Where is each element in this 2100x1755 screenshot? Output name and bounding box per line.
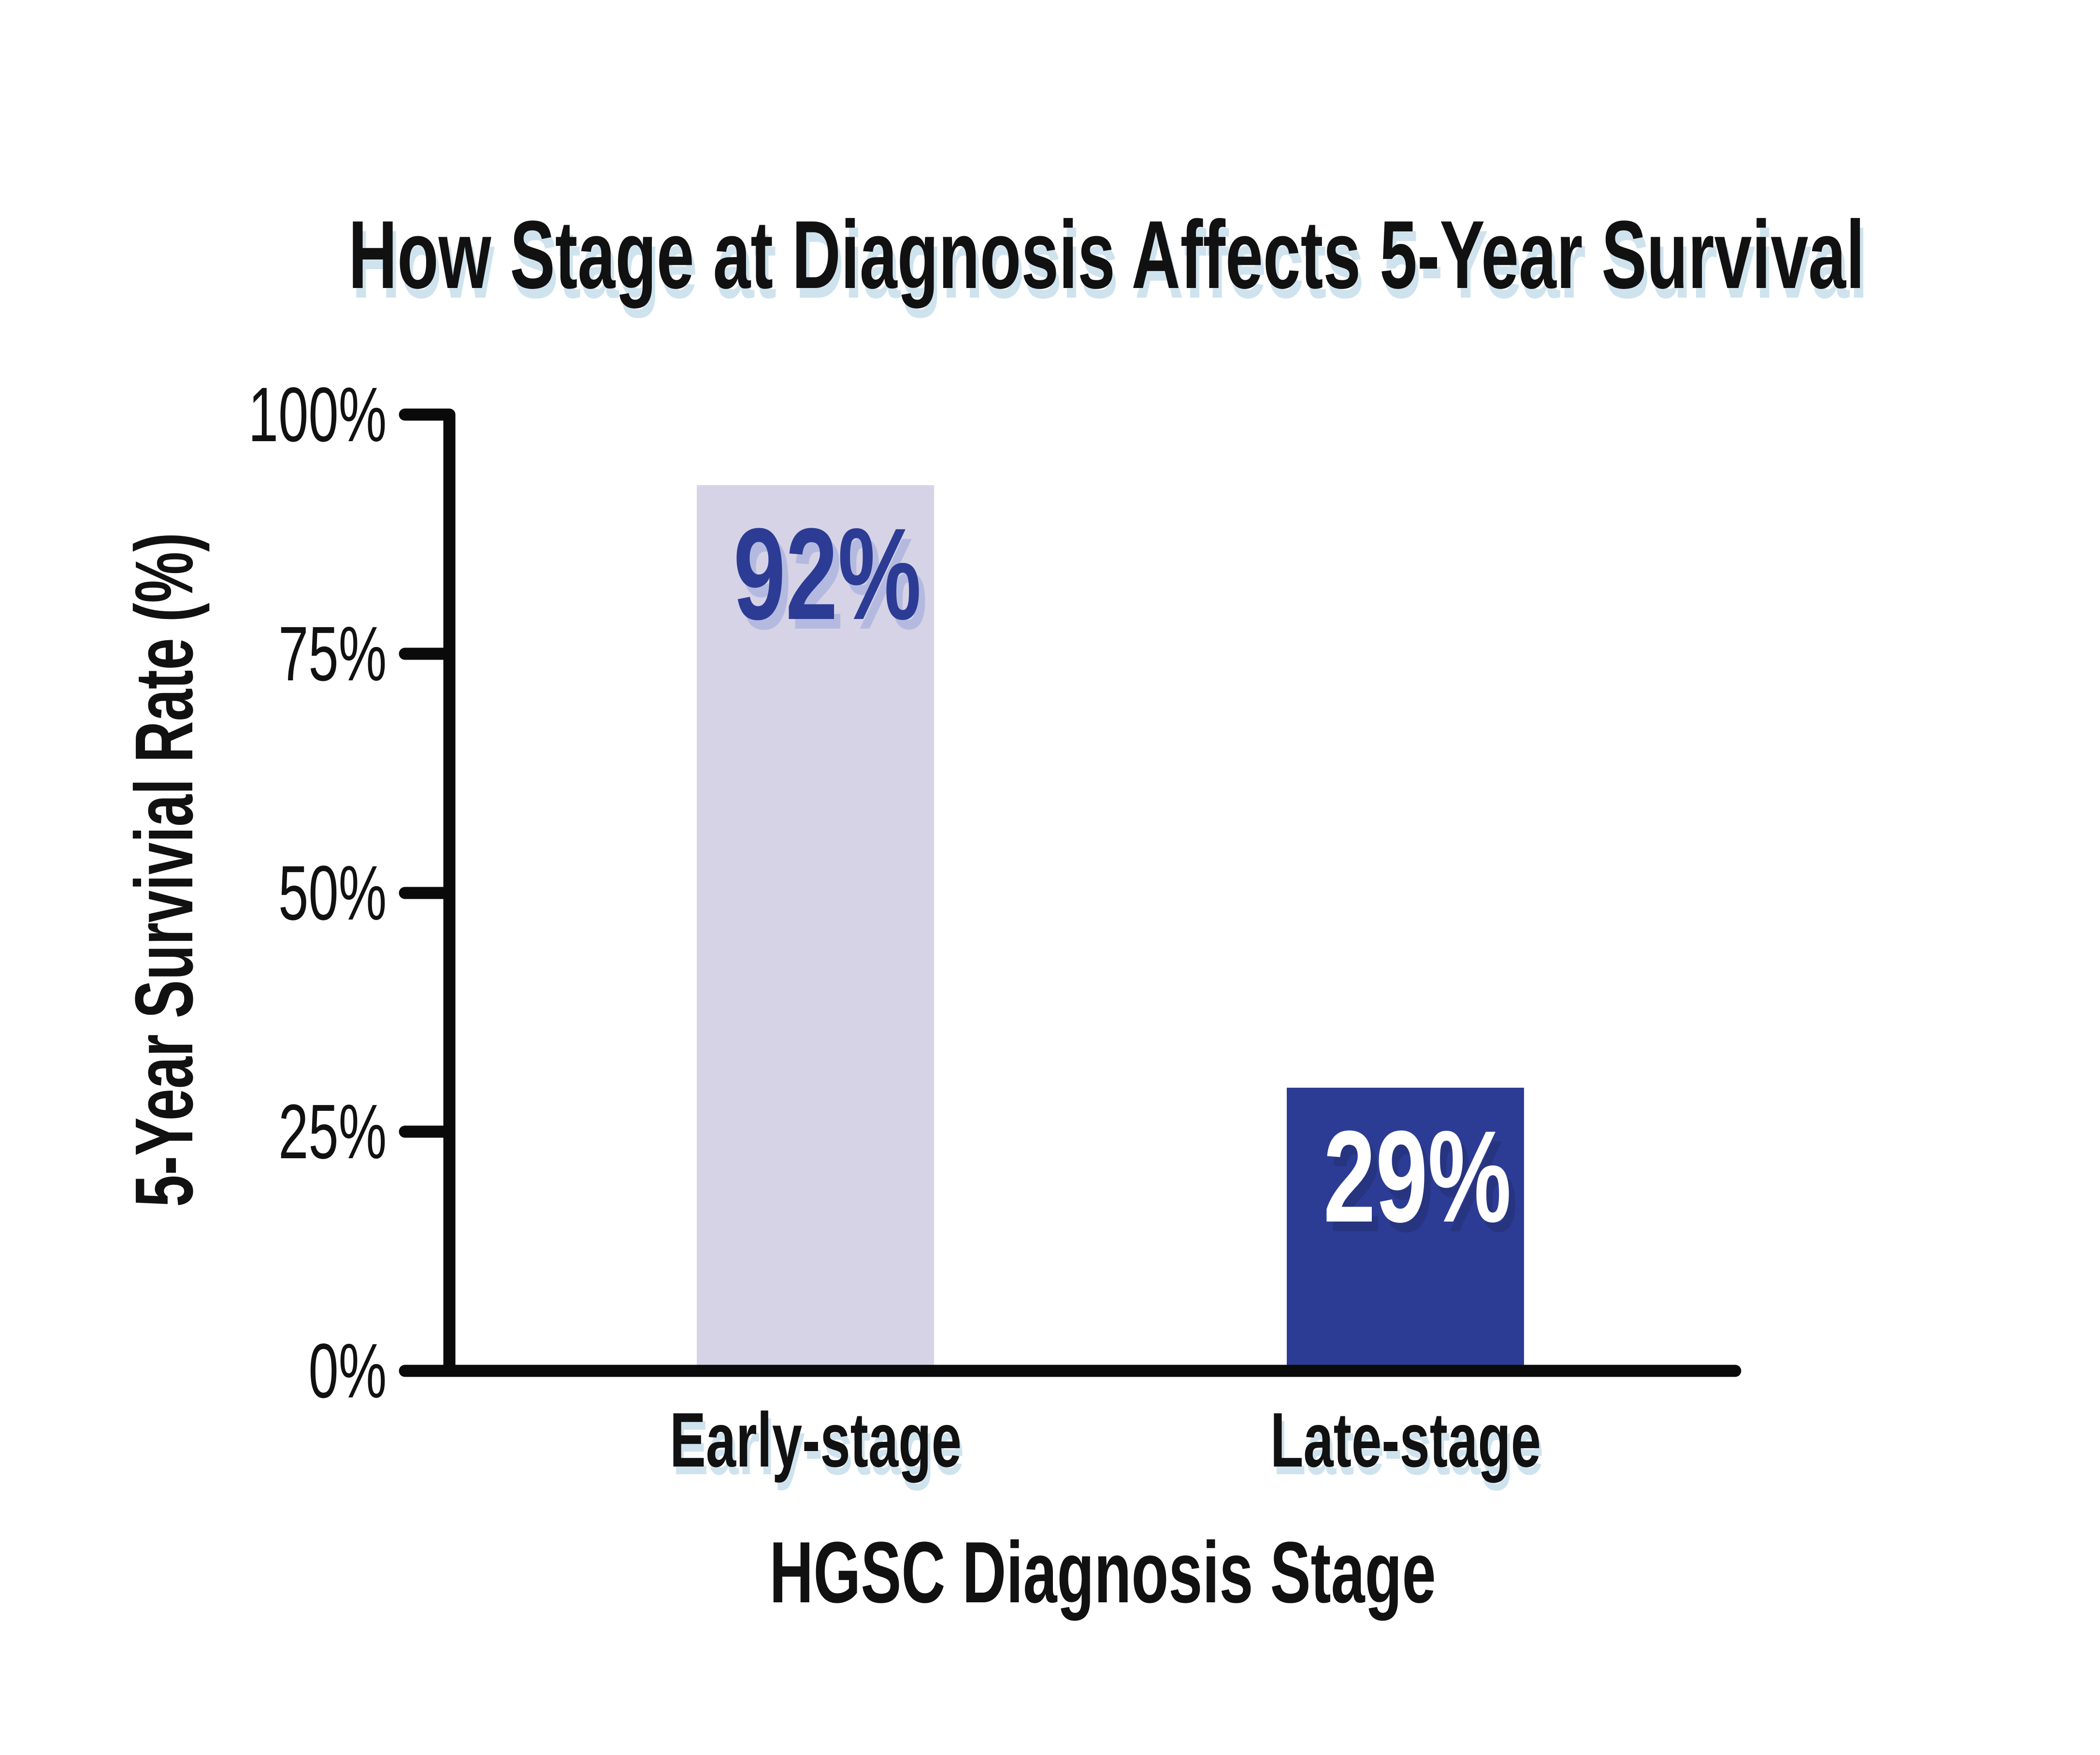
category-label-early-stage: Early-stage [670,1396,962,1483]
bar-early-value-label: 92% [733,502,921,647]
y-tick-label-50: 50% [278,849,387,936]
chart-title: How Stage at Diagnosis Affects 5-Year Su… [23,207,2100,303]
x-axis-title: HGSC Diagnosis Stage [627,1529,1579,1616]
category-label-late-stage: Late-stage [1270,1396,1541,1483]
y-axis-line [399,408,456,1377]
bar-early-stage: 92% [697,485,934,1365]
x-axis-title-text: HGSC Diagnosis Stage [769,1524,1436,1621]
y-tick-label-25: 25% [278,1088,387,1175]
y-tick-label-75: 75% [278,610,387,697]
bar-late-stage: 29% [1287,1088,1524,1365]
chart-title-text: How Stage at Diagnosis Affects 5-Year Su… [348,201,1865,309]
bar-late-value-label: 29% [1323,1104,1511,1250]
y-tick-label-100: 100% [248,371,387,458]
y-tick-label-0: 0% [308,1327,387,1414]
